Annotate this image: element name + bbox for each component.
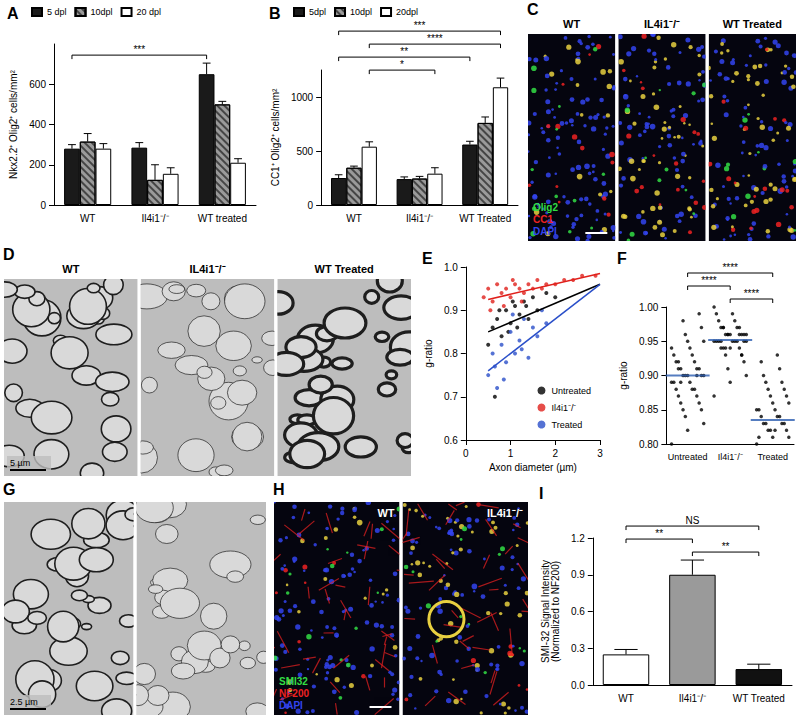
svg-text:F: F	[617, 250, 627, 267]
svg-text:CC1: CC1	[533, 214, 553, 225]
svg-text:D: D	[3, 246, 15, 263]
svg-text:DAPI: DAPI	[279, 700, 303, 711]
svg-text:DAPI: DAPI	[533, 226, 557, 237]
svg-text:WT: WT	[80, 213, 96, 224]
svg-text:0.9: 0.9	[571, 569, 585, 580]
svg-text:NS: NS	[685, 515, 699, 526]
svg-text:***: ***	[414, 20, 426, 31]
svg-text:NF200: NF200	[279, 688, 309, 699]
svg-text:0.95: 0.95	[639, 336, 659, 347]
svg-text:WT Treated: WT Treated	[459, 213, 511, 224]
svg-text:0.7: 0.7	[444, 391, 458, 402]
svg-text:0: 0	[463, 448, 469, 459]
svg-text:2: 2	[552, 448, 558, 459]
svg-text:I: I	[539, 485, 543, 502]
svg-text:E: E	[422, 250, 433, 267]
svg-text:0.9: 0.9	[444, 305, 458, 316]
svg-text:WT: WT	[377, 507, 394, 519]
svg-text:Untreated: Untreated	[551, 386, 591, 396]
svg-text:Il4i1⁻/⁻: Il4i1⁻/⁻	[718, 452, 743, 462]
svg-text:*: *	[400, 59, 404, 70]
svg-text:Nkx2.2⁺ Olig2⁺ cells/mm²: Nkx2.2⁺ Olig2⁺ cells/mm²	[8, 69, 19, 178]
svg-text:g-ratio: g-ratio	[618, 361, 629, 390]
svg-text:20dpl: 20dpl	[396, 7, 418, 17]
svg-text:3: 3	[597, 448, 603, 459]
svg-text:WT Treated: WT Treated	[315, 263, 374, 275]
svg-text:IL4i1⁻/⁻: IL4i1⁻/⁻	[189, 263, 225, 275]
svg-text:****: ****	[744, 288, 760, 299]
svg-text:5 µm: 5 µm	[10, 458, 30, 468]
svg-text:**: **	[655, 528, 663, 539]
svg-text:0: 0	[40, 200, 46, 211]
svg-text:0.80: 0.80	[639, 439, 659, 450]
svg-text:0.3: 0.3	[571, 643, 585, 654]
svg-text:1: 1	[508, 448, 514, 459]
svg-text:****: ****	[722, 262, 738, 273]
svg-text:1.00: 1.00	[639, 302, 659, 313]
svg-text:WT: WT	[346, 213, 362, 224]
svg-text:WT Treated: WT Treated	[733, 693, 785, 704]
svg-text:0: 0	[308, 200, 314, 211]
svg-text:B: B	[269, 5, 281, 22]
svg-text:1.2: 1.2	[571, 533, 585, 544]
svg-text:0.0: 0.0	[571, 680, 585, 691]
svg-text:Il4i1⁻/⁻: Il4i1⁻/⁻	[551, 403, 576, 413]
svg-text:1000: 1000	[291, 92, 314, 103]
svg-text:10dpl: 10dpl	[350, 7, 372, 17]
svg-text:A: A	[7, 5, 19, 22]
svg-text:500: 500	[296, 146, 313, 157]
svg-text:WT Treated: WT Treated	[723, 18, 782, 30]
svg-text:Axon diameter (µm): Axon diameter (µm)	[489, 462, 577, 473]
svg-text:0.6: 0.6	[444, 435, 458, 446]
svg-text:CC1⁺ Olig2⁺ cells/mm²: CC1⁺ Olig2⁺ cells/mm²	[270, 88, 281, 186]
svg-text:400: 400	[29, 119, 46, 130]
svg-text:H: H	[273, 481, 285, 498]
svg-text:****: ****	[701, 275, 717, 286]
svg-text:0.6: 0.6	[571, 606, 585, 617]
svg-text:Untreated: Untreated	[668, 452, 708, 462]
svg-text:SMI-32 Signal Intensity: SMI-32 Signal Intensity	[539, 560, 551, 663]
svg-text:10dpl: 10dpl	[91, 7, 113, 17]
svg-text:Il4i1⁻/⁻: Il4i1⁻/⁻	[141, 213, 169, 224]
svg-text:WT: WT	[563, 18, 580, 30]
svg-text:**: **	[400, 46, 408, 57]
svg-text:IL4i1⁻/⁻: IL4i1⁻/⁻	[644, 18, 680, 30]
svg-text:5dpl: 5dpl	[309, 7, 326, 17]
svg-text:WT: WT	[618, 693, 634, 704]
svg-text:IL4i1⁻/⁻: IL4i1⁻/⁻	[487, 507, 523, 519]
svg-text:0.85: 0.85	[639, 404, 659, 415]
svg-text:600: 600	[29, 79, 46, 90]
svg-text:C: C	[527, 1, 539, 18]
svg-text:Olig2: Olig2	[533, 202, 558, 213]
svg-text:SMI32: SMI32	[279, 676, 308, 687]
svg-text:g-ratio: g-ratio	[423, 339, 434, 368]
svg-text:Il4i1⁻/⁻: Il4i1⁻/⁻	[406, 213, 434, 224]
svg-text:WT treated: WT treated	[198, 213, 247, 224]
svg-text:****: ****	[427, 33, 443, 44]
svg-text:0.90: 0.90	[639, 370, 659, 381]
svg-text:2.5 µm: 2.5 µm	[10, 697, 38, 707]
svg-text:1.0: 1.0	[444, 262, 458, 273]
svg-text:(Normalized to NF200): (Normalized to NF200)	[550, 561, 561, 662]
svg-text:5 dpl: 5 dpl	[47, 7, 67, 17]
svg-text:Treated: Treated	[757, 452, 788, 462]
svg-text:0.8: 0.8	[444, 348, 458, 359]
svg-text:**: **	[722, 541, 730, 552]
svg-text:200: 200	[29, 159, 46, 170]
svg-text:Il4i1⁻/⁻: Il4i1⁻/⁻	[679, 693, 707, 704]
svg-text:WT: WT	[62, 263, 79, 275]
svg-text:20 dpl: 20 dpl	[137, 7, 162, 17]
svg-text:G: G	[3, 481, 15, 498]
svg-text:Treated: Treated	[551, 420, 582, 430]
svg-text:***: ***	[133, 44, 145, 55]
